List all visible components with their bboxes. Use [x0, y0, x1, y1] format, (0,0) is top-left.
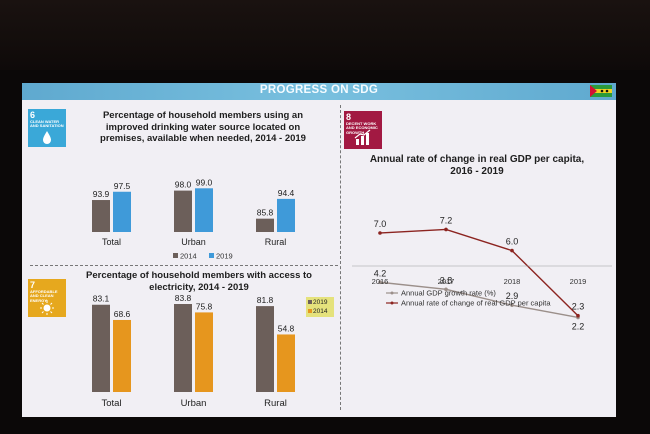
- gdp-legend-label-0: Annual GDP growth rate (%): [401, 289, 496, 298]
- gdp-data-label-s1-0: 7.0: [374, 219, 387, 229]
- sdg7-label: AFFORDABLE AND CLEAN ENERGY: [30, 289, 58, 303]
- sdg8-label: DECENT WORK AND ECONOMIC GROWTH: [346, 121, 378, 135]
- electricity-legend: 2019 2014: [306, 297, 334, 317]
- category-label-c1-0: Total: [101, 398, 121, 409]
- sao-tome-principe-flag-icon: [590, 85, 612, 97]
- category-label-c0-1: Urban: [181, 237, 206, 247]
- gdp-x-tick-2: 2018: [504, 277, 521, 286]
- bar-c0-s0-0: [92, 200, 110, 232]
- data-label-c1-s1-1: 75.8: [196, 301, 213, 311]
- category-label-c0-2: Rural: [265, 237, 287, 247]
- water-legend-label-0: 2014: [180, 252, 197, 261]
- data-label-c1-s0-1: 83.8: [175, 293, 192, 303]
- electricity-legend-label-1: 2014: [313, 308, 328, 315]
- sdg8-badge: 8 DECENT WORK AND ECONOMIC GROWTH: [344, 111, 382, 149]
- gdp-legend-marker-0: [390, 291, 394, 295]
- electricity-legend-label-0: 2019: [313, 299, 328, 306]
- gdp-point-s0-0: [378, 280, 382, 285]
- gdp-data-label-s0-0: 4.2: [374, 268, 387, 278]
- water-legend-swatch-1: [209, 253, 214, 258]
- bar-c0-s1-1: [195, 188, 213, 232]
- sdg8-number: 8: [346, 112, 352, 122]
- sun-icon: [40, 300, 54, 315]
- gdp-line-0: [379, 281, 579, 319]
- gdp-x-tick-3: 2019: [570, 277, 587, 286]
- horizontal-divider: [30, 265, 338, 266]
- bar-c0-s1-0: [113, 191, 131, 232]
- category-label-c1-2: Rural: [264, 398, 287, 409]
- data-label-c1-s0-0: 83.1: [93, 294, 110, 304]
- gdp-legend-marker-1: [390, 301, 394, 305]
- data-label-c0-s1-2: 94.4: [278, 188, 295, 198]
- category-label-c1-1: Urban: [181, 398, 207, 409]
- data-label-c0-s1-0: 97.5: [114, 181, 131, 191]
- room-background: [0, 0, 650, 70]
- data-label-c0-s1-1: 99.0: [196, 177, 213, 187]
- bar-c0-s1-2: [277, 198, 295, 232]
- electricity-legend-item: 2019: [308, 298, 332, 307]
- data-label-c0-s0-1: 98.0: [175, 180, 192, 190]
- gdp-point-s1-3: [576, 313, 580, 318]
- gdp-data-label-s1-2: 6.0: [506, 237, 519, 247]
- water-drop-icon: [43, 131, 51, 144]
- water-legend-swatch-0: [173, 253, 178, 258]
- gdp-data-label-s0-2: 2.9: [506, 291, 519, 301]
- data-label-c1-s1-2: 54.8: [278, 323, 295, 333]
- sdg6-label: CLEAN WATER AND SANITATION: [30, 119, 64, 129]
- gdp-data-label-s1-1: 7.2: [440, 215, 453, 225]
- bar-c1-s1-0: [113, 319, 131, 392]
- sdg7-badge: 7 AFFORDABLE AND CLEAN ENERGY: [28, 279, 66, 317]
- gdp-point-s0-1: [444, 287, 448, 292]
- data-label-c1-s1-0: 68.6: [114, 309, 131, 319]
- gdp-line-1: [379, 228, 579, 317]
- bar-c1-s0-0: [92, 304, 110, 392]
- sdg7-number: 7: [30, 280, 36, 290]
- vertical-divider: [340, 105, 341, 410]
- category-label-c0-0: Total: [102, 237, 121, 247]
- gdp-data-label-s1-3: 2.3: [572, 302, 585, 312]
- water-chart-title: Percentage of household members using an…: [100, 110, 306, 144]
- bar-c1-s0-1: [174, 304, 192, 392]
- banner: PROGRESS ON SDG: [22, 83, 616, 100]
- gdp-point-s0-2: [510, 303, 514, 307]
- gdp-legend-label-1: Annual rate of change of real GDP per ca…: [401, 299, 551, 308]
- bar-c0-s0-1: [174, 190, 192, 232]
- bar-c0-s0-2: [256, 218, 274, 232]
- banner-title: PROGRESS ON SDG: [259, 84, 379, 96]
- bar-c1-s0-2: [256, 306, 274, 392]
- gdp-point-s1-0: [378, 231, 382, 235]
- sdg6-badge: 6 CLEAN WATER AND SANITATION: [28, 109, 66, 147]
- data-label-c0-s0-0: 93.9: [93, 189, 110, 199]
- gdp-x-tick-1: 2017: [438, 277, 455, 286]
- growth-chart-icon: [354, 129, 371, 145]
- electricity-legend-item: 2014: [308, 307, 332, 316]
- gdp-chart-title: Annual rate of change in real GDP per ca…: [369, 154, 585, 177]
- gdp-point-s1-2: [510, 248, 514, 253]
- gdp-data-label-s0-3: 2.2: [572, 321, 585, 331]
- gdp-data-label-s0-1: 3.8: [440, 275, 453, 285]
- projection-screen: PROGRESS ON SDG 6 CLEAN WATER AND SANITA…: [22, 83, 616, 417]
- data-label-c1-s0-2: 81.8: [257, 295, 274, 305]
- sdg6-number: 6: [30, 110, 36, 120]
- charts-canvas: 93.9 97.5 Total 98.0 99.0 Urban 85.8 94.4 Rural 2…: [92, 177, 612, 409]
- data-label-c0-s0-2: 85.8: [257, 208, 274, 218]
- bar-c1-s1-1: [195, 312, 213, 392]
- water-legend-label-1: 2019: [216, 252, 233, 261]
- electricity-chart-title: Percentage of household members with acc…: [86, 270, 312, 293]
- gdp-x-tick-0: 2016: [372, 277, 389, 286]
- bar-c1-s1-2: [277, 334, 295, 392]
- gdp-point-s1-1: [444, 227, 448, 232]
